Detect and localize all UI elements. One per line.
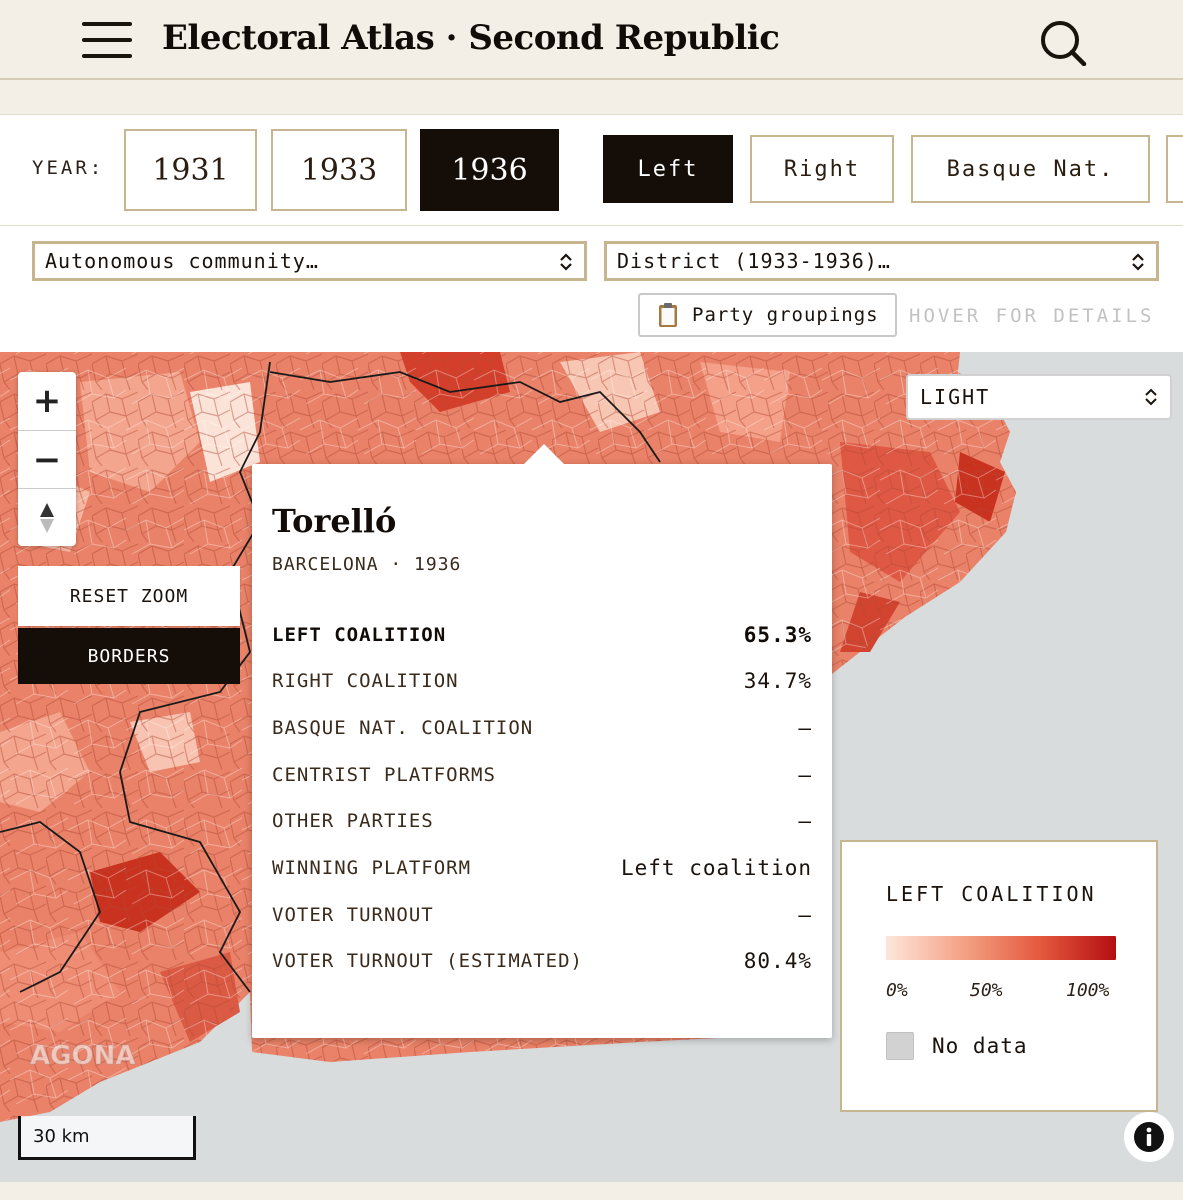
tooltip-row: CENTRIST PLATFORMS — xyxy=(272,760,812,790)
tooltip-row-label: VOTER TURNOUT (ESTIMATED) xyxy=(272,950,583,972)
select-chevron-icon xyxy=(1132,253,1144,271)
choropleth-map[interactable]: AGONA + − RESET ZOOM BORDERS LIGHT Torel… xyxy=(0,352,1183,1182)
search-icon[interactable] xyxy=(1036,18,1088,66)
coalition-button-more[interactable] xyxy=(1166,135,1183,203)
tooltip-row: VOTER TURNOUT — xyxy=(272,900,812,930)
tooltip-row-value: 80.4% xyxy=(743,949,812,973)
app-header: Electoral Atlas · Second Republic xyxy=(0,0,1183,80)
tooltip-row: WINNING PLATFORM Left coalition xyxy=(272,853,812,883)
autonomous-community-select-value: Autonomous community… xyxy=(45,249,319,273)
coalition-button-basque-nat[interactable]: Basque Nat. xyxy=(911,135,1150,203)
province-border xyxy=(119,361,271,993)
year-label: YEAR: xyxy=(32,157,105,179)
year-button-1933[interactable]: 1933 xyxy=(271,129,407,211)
filter-controls: YEAR: 1931 1933 1936 Left Right Basque N… xyxy=(0,114,1183,352)
party-groupings-button[interactable]: Party groupings xyxy=(638,293,897,337)
map-legend: LEFT COALITION 0% 50% 100% No data xyxy=(840,840,1158,1112)
tooltip-row: VOTER TURNOUT (ESTIMATED) 80.4% xyxy=(272,946,812,976)
tooltip-row-label: OTHER PARTIES xyxy=(272,810,434,832)
tooltip-row-value: — xyxy=(798,716,812,740)
tooltip-row-value: 34.7% xyxy=(743,669,812,693)
tooltip-row-value: — xyxy=(798,809,812,833)
footer-strip xyxy=(0,1182,1183,1200)
year-button-1931[interactable]: 1931 xyxy=(124,129,257,211)
tooltip-row-label: VOTER TURNOUT xyxy=(272,904,434,926)
legend-tick-100: 100% xyxy=(1066,980,1110,1001)
tooltip-row: OTHER PARTIES — xyxy=(272,806,812,836)
tooltip-row: LEFT COALITION 65.3% xyxy=(272,620,812,650)
tooltip-row-label: BASQUE NAT. COALITION xyxy=(272,717,534,739)
coalition-button-left[interactable]: Left xyxy=(603,135,733,203)
map-style-select[interactable]: LIGHT xyxy=(906,374,1172,420)
no-data-label: No data xyxy=(932,1034,1028,1058)
legend-tick-0: 0% xyxy=(886,980,908,1001)
legend-gradient xyxy=(886,936,1116,960)
tooltip-row-label: RIGHT COALITION xyxy=(272,670,459,692)
tooltip-row-value: — xyxy=(798,903,812,927)
zoom-in-button[interactable]: + xyxy=(32,381,62,421)
select-chevron-icon xyxy=(1145,388,1157,406)
map-style-value: LIGHT xyxy=(920,385,991,409)
no-data-swatch xyxy=(886,1032,914,1060)
tooltip-row: BASQUE NAT. COALITION — xyxy=(272,713,812,743)
tooltip-row-label: CENTRIST PLATFORMS xyxy=(272,764,496,786)
scale-bar: 30 km xyxy=(18,1116,196,1160)
autonomous-community-select[interactable]: Autonomous community… xyxy=(32,241,587,281)
tooltip-row-value: — xyxy=(798,763,812,787)
tooltip-title: Torelló xyxy=(272,502,397,540)
map-watermark: AGONA xyxy=(30,1041,135,1071)
tooltip-row-label: WINNING PLATFORM xyxy=(272,857,472,879)
district-select-value: District (1933-1936)… xyxy=(617,249,891,273)
coalition-button-right[interactable]: Right xyxy=(750,135,894,203)
tooltip-row-value: Left coalition xyxy=(620,856,812,880)
compass-icon xyxy=(40,502,54,533)
party-groupings-label: Party groupings xyxy=(692,304,879,326)
legend-tick-50: 50% xyxy=(970,980,1003,1001)
tooltip-row-label: LEFT COALITION xyxy=(272,624,447,646)
year-button-1936[interactable]: 1936 xyxy=(420,129,559,211)
tooltip-row-value: 65.3% xyxy=(743,623,812,647)
info-icon xyxy=(1134,1122,1164,1152)
borders-toggle-button[interactable]: BORDERS xyxy=(18,628,240,684)
hamburger-menu-icon[interactable] xyxy=(82,20,134,60)
header-spacer xyxy=(0,82,1183,114)
zoom-control: + − xyxy=(18,372,76,546)
legend-title: LEFT COALITION xyxy=(886,882,1097,906)
province-border xyxy=(0,821,101,993)
reset-zoom-button[interactable]: RESET ZOOM xyxy=(18,566,240,626)
reset-bearing-button[interactable] xyxy=(18,488,76,546)
tooltip-subtitle: BARCELONA · 1936 xyxy=(272,554,462,575)
hover-hint: HOVER FOR DETAILS xyxy=(909,305,1155,327)
tooltip-arrow xyxy=(522,444,566,466)
tooltip-row: RIGHT COALITION 34.7% xyxy=(272,666,812,696)
site-title: Electoral Atlas · Second Republic xyxy=(162,18,780,58)
select-chevron-icon xyxy=(560,253,572,271)
district-select[interactable]: District (1933-1936)… xyxy=(604,241,1159,281)
info-button[interactable] xyxy=(1124,1112,1174,1162)
province-border xyxy=(269,371,661,463)
controls-divider xyxy=(0,225,1183,226)
municipality-tooltip: Torelló BARCELONA · 1936 LEFT COALITION 6… xyxy=(252,444,832,1038)
zoom-out-button[interactable]: − xyxy=(18,430,76,488)
clipboard-icon xyxy=(659,303,677,327)
